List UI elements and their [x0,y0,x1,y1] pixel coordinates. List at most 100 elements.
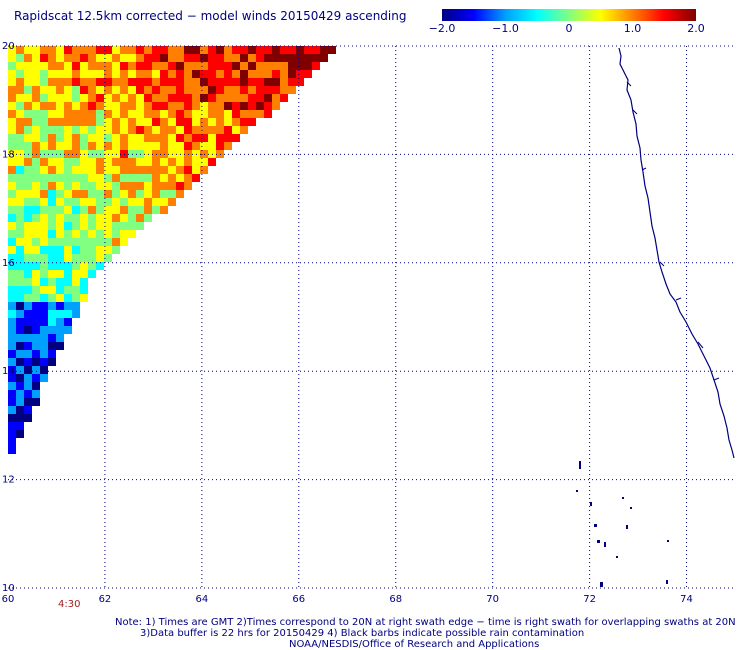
wind-cell [64,206,72,214]
wind-cell [24,54,32,62]
wind-cell [48,278,56,286]
wind-cell [8,94,16,102]
wind-cell [152,142,160,150]
wind-cell [64,190,72,198]
wind-cell [16,206,24,214]
wind-cell [224,126,232,134]
wind-cell [32,230,40,238]
wind-cell [104,70,112,78]
wind-cell [104,62,112,70]
wind-cell [64,302,72,310]
wind-cell [40,190,48,198]
wind-cell [8,246,16,254]
wind-cell [8,446,16,454]
wind-cell [32,382,40,390]
wind-cell [56,78,64,86]
wind-cell [152,110,160,118]
wind-cell [216,94,224,102]
wind-cell [24,70,32,78]
wind-cell [72,118,80,126]
wind-cell [16,366,24,374]
wind-cell [208,94,216,102]
wind-cell [40,366,48,374]
wind-cell [56,198,64,206]
wind-cell [72,206,80,214]
wind-cell [184,54,192,62]
wind-cell [208,102,216,110]
wind-cell [240,70,248,78]
lakshadweep-islands [576,461,669,587]
wind-cell [24,78,32,86]
wind-cell [56,118,64,126]
wind-cell [40,278,48,286]
wind-cell [184,94,192,102]
wind-cell [64,286,72,294]
wind-cell [144,62,152,70]
wind-cell [240,110,248,118]
wind-cell [32,54,40,62]
wind-cell [136,94,144,102]
wind-cell [96,102,104,110]
wind-cell [248,86,256,94]
wind-cell [16,70,24,78]
wind-cell [80,86,88,94]
wind-cell [256,86,264,94]
wind-cell [136,126,144,134]
wind-cell [232,118,240,126]
wind-cell [104,78,112,86]
wind-cell [72,262,80,270]
wind-cell [224,94,232,102]
wind-cell [216,134,224,142]
wind-cell [120,158,128,166]
latitude-tick-label: 20 [2,41,15,52]
wind-cell [40,78,48,86]
wind-cell [16,174,24,182]
wind-cell [176,126,184,134]
wind-cell [120,198,128,206]
wind-cell [184,62,192,70]
wind-cell [152,206,160,214]
wind-cell [160,94,168,102]
wind-cell [32,294,40,302]
wind-cell [184,166,192,174]
wind-cell [16,54,24,62]
wind-cell [104,246,112,254]
wind-cell [136,198,144,206]
wind-cell [288,46,296,54]
wind-cell [120,190,128,198]
wind-cell [64,278,72,286]
wind-cell [24,254,32,262]
wind-cell [168,134,176,142]
wind-cell [96,86,104,94]
wind-cell [48,326,56,334]
wind-cell [128,54,136,62]
wind-cell [104,54,112,62]
wind-cell [152,134,160,142]
wind-cell [280,46,288,54]
wind-cell [176,142,184,150]
wind-cell [40,46,48,54]
wind-cell [64,326,72,334]
wind-cell [192,46,200,54]
wind-cell [48,342,56,350]
wind-cell [112,78,120,86]
wind-cell [128,70,136,78]
wind-cell [104,222,112,230]
wind-cell [72,222,80,230]
wind-cell [152,86,160,94]
wind-cell [104,198,112,206]
wind-cell [176,54,184,62]
wind-cell [8,310,16,318]
wind-cell [16,278,24,286]
wind-cell [16,374,24,382]
wind-cell [8,294,16,302]
wind-cell [80,198,88,206]
wind-cell [88,246,96,254]
wind-cell [208,86,216,94]
wind-cell [48,254,56,262]
wind-cell [80,254,88,262]
wind-cell [32,358,40,366]
wind-cell [120,102,128,110]
wind-cell [40,254,48,262]
wind-cell [304,70,312,78]
